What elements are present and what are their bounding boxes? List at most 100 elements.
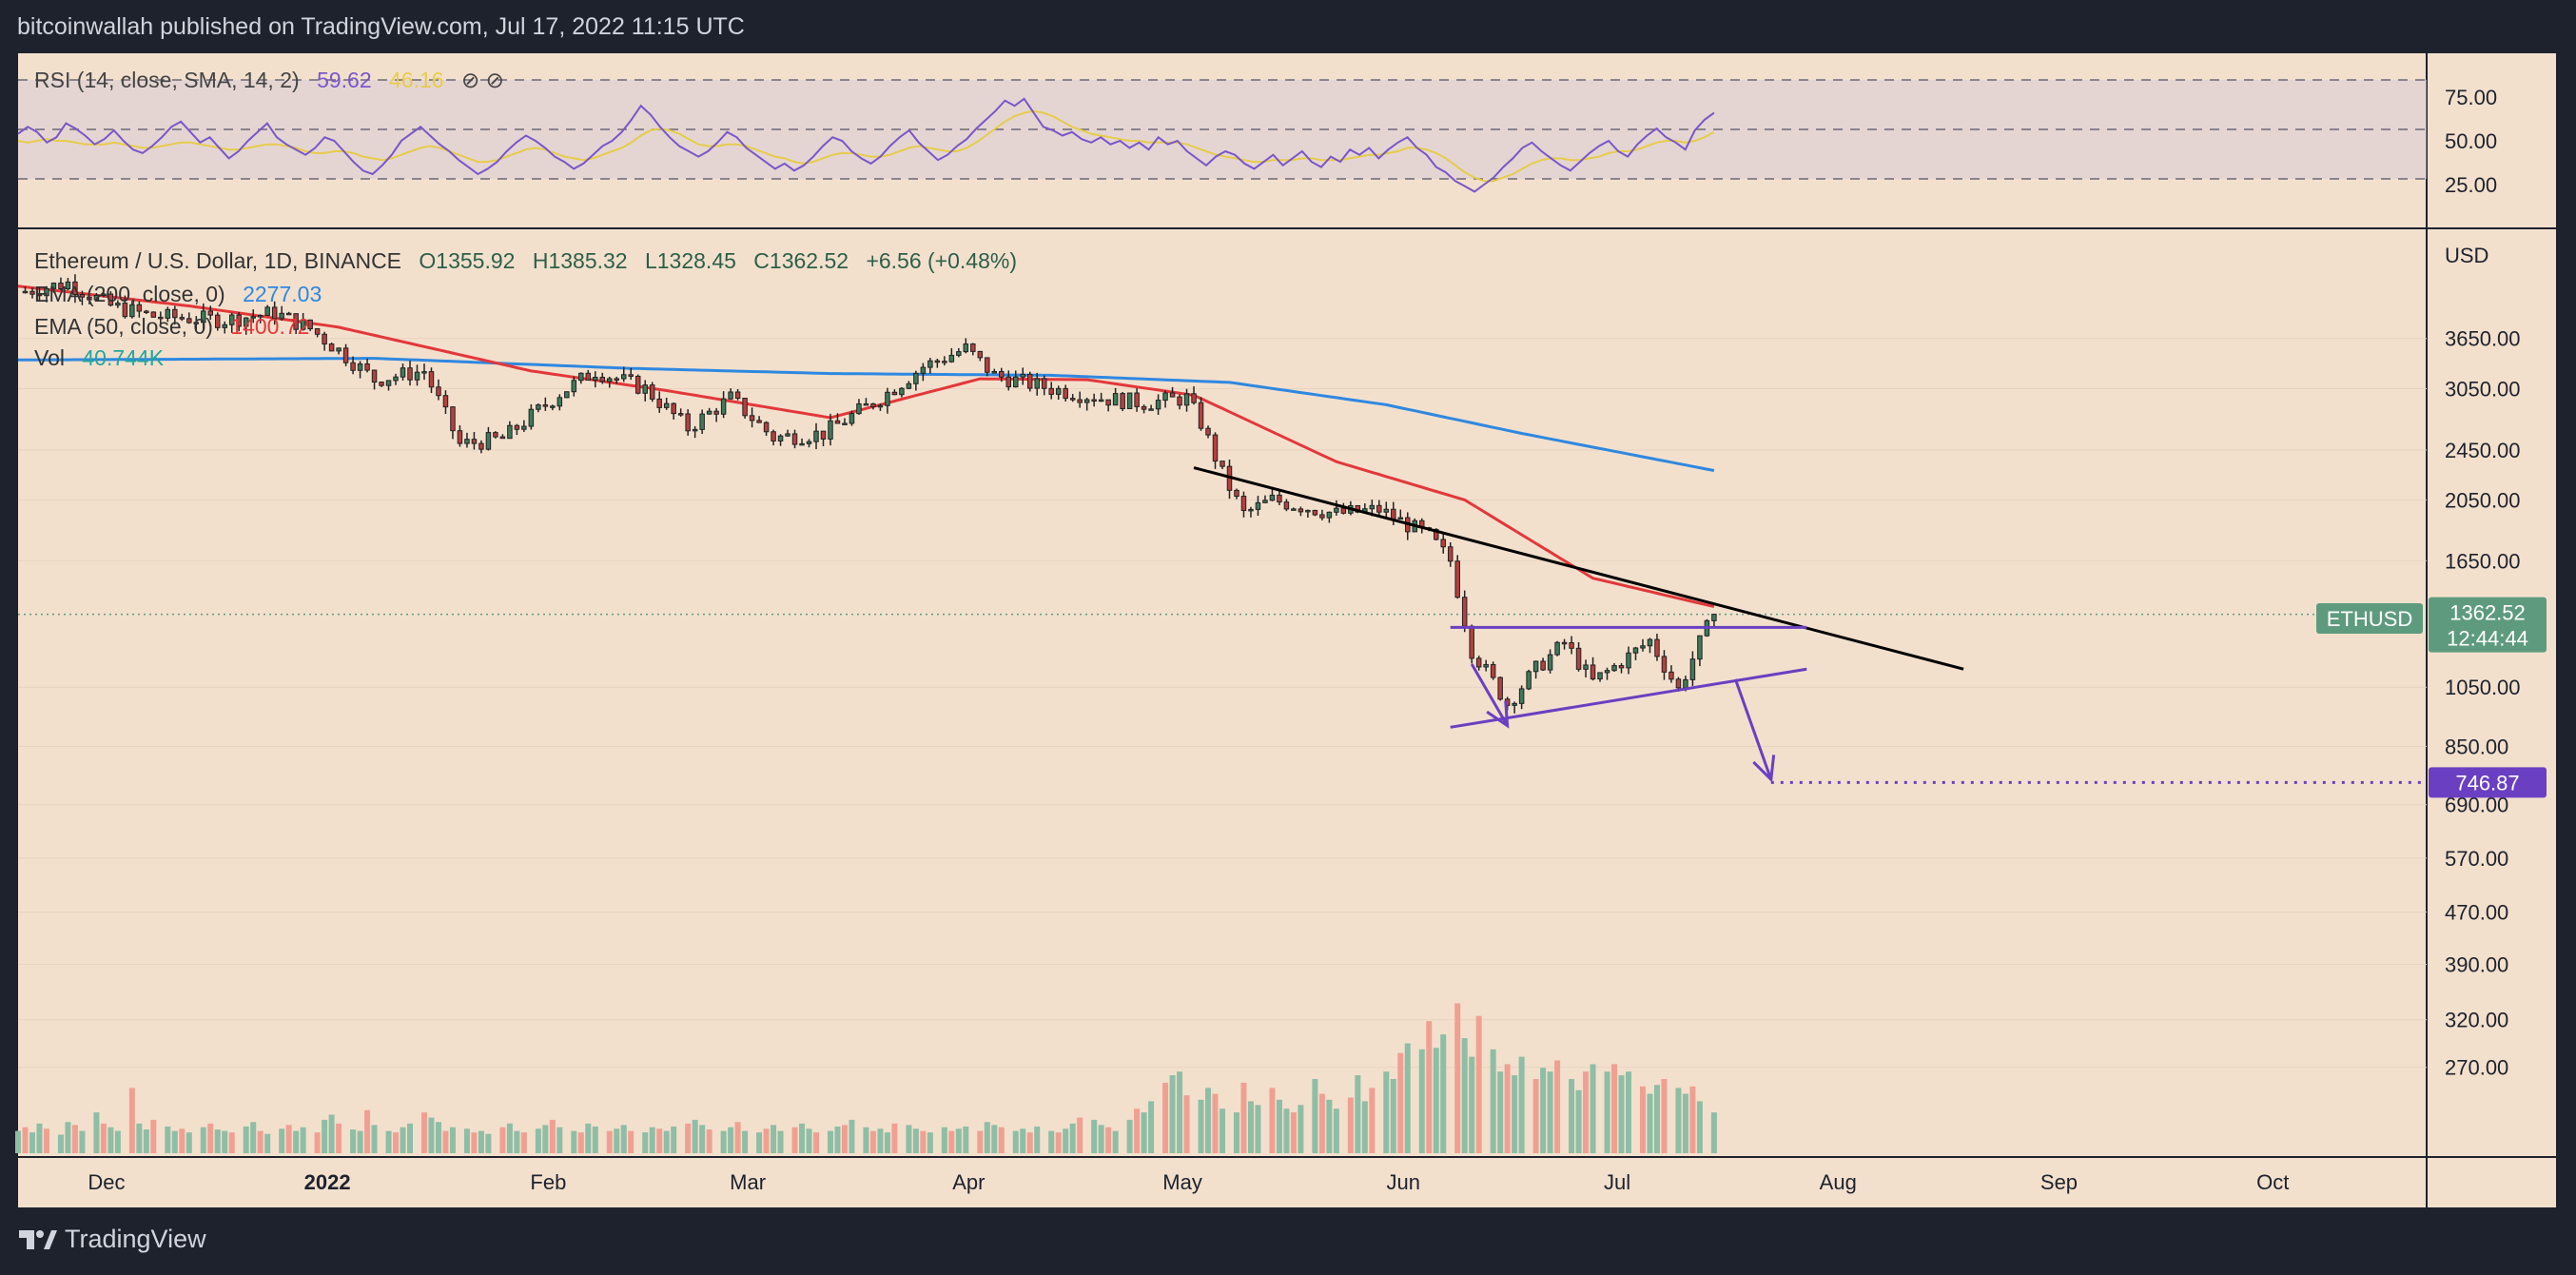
volume-bar (428, 1117, 435, 1153)
candle-body (720, 398, 727, 415)
ohlc-open: O1355.92 (419, 248, 515, 273)
time-tick-label: Sep (2040, 1170, 2078, 1194)
candle-body (828, 420, 833, 440)
drawings[interactable] (1193, 466, 2427, 784)
volume-bar (1639, 1086, 1646, 1153)
time-axis: Dec 2022 Feb Mar Apr May Jun Jul Aug Sep Oct (88, 1170, 2289, 1194)
price-legend: Ethereum / U.S. Dollar, 1D, BINANCE O135… (34, 248, 1017, 370)
candle-body (322, 333, 327, 345)
publisher-bar: bitcoinwallah published on TradingView.c… (0, 0, 2576, 53)
candle-body (1048, 387, 1054, 395)
candle-body (599, 377, 606, 382)
candle-body (620, 374, 627, 380)
candle-body (400, 367, 406, 378)
volume-bar (1355, 1075, 1361, 1153)
svg-text:Vol 40.744K: Vol 40.744K (34, 345, 165, 370)
volume-bar (200, 1127, 206, 1153)
rsi-levels (18, 79, 2427, 180)
candle-body (93, 294, 100, 301)
candle-body (1532, 660, 1539, 673)
candle-body (934, 360, 941, 363)
volume-bar (1590, 1064, 1596, 1153)
volume-bar (1390, 1079, 1396, 1153)
volume-bar (1269, 1088, 1276, 1153)
volume-bar (1276, 1099, 1282, 1153)
volume-bar (22, 1127, 29, 1153)
candle-body (1098, 399, 1104, 402)
price-tags: ETHUSD 1362.52 12:44:44 746.87 (2316, 597, 2547, 798)
svg-text:RSI (14, close, SMA, 14, 2): RSI (14, close, SMA, 14, 2) 59.62 46.16 … (34, 68, 504, 92)
vol-legend-name: Vol (34, 345, 65, 370)
volume-bar (806, 1128, 812, 1153)
volume-bar (571, 1130, 577, 1153)
volume-bar (1675, 1088, 1682, 1153)
countdown-tag: 12:44:44 (2447, 627, 2528, 651)
candle-body (1063, 387, 1068, 400)
volume-bar (1290, 1112, 1297, 1153)
candle-body (1683, 678, 1688, 689)
volume-bar (620, 1125, 627, 1153)
candle-body (1069, 398, 1076, 401)
volume-bar (1604, 1071, 1610, 1153)
volume-bar (1426, 1021, 1433, 1153)
target-price-tag-bg (2429, 767, 2547, 798)
time-tick-label: Apr (952, 1170, 985, 1194)
time-tick-label: Jun (1387, 1170, 1420, 1194)
candle-body (1575, 647, 1582, 670)
volume-bar (891, 1123, 898, 1153)
candle-body (1283, 501, 1290, 510)
price-tick-label: 1050.00 (2445, 676, 2521, 699)
volume-bar (207, 1123, 214, 1153)
volume-bar (1440, 1034, 1447, 1153)
candle-body (507, 424, 513, 440)
volume-bar (400, 1127, 406, 1153)
candle-body (450, 406, 456, 432)
candle-body (44, 287, 49, 297)
volume-bar (1547, 1071, 1553, 1153)
last-price-tag-bg (2429, 597, 2547, 653)
candle-body (1134, 392, 1140, 407)
ohlc-low: L1328.45 (645, 248, 736, 273)
candle-body (1255, 501, 1261, 510)
volume-bar (1177, 1071, 1183, 1153)
candle-body (207, 310, 214, 316)
candle-body (628, 374, 634, 377)
volume-bar (107, 1127, 114, 1153)
candle-body (1212, 434, 1219, 462)
tradingview-logo[interactable]: TradingView (19, 1225, 206, 1254)
candle-body (1469, 625, 1474, 659)
volume-bar (1063, 1128, 1069, 1153)
candle-body (350, 362, 356, 371)
candle-body (65, 281, 71, 290)
time-tick-label: Feb (530, 1170, 566, 1194)
volume-bar (1333, 1108, 1339, 1153)
candle-body (72, 281, 78, 295)
candle-body (1026, 373, 1033, 389)
candle-body (1475, 657, 1482, 668)
candle-body (656, 398, 662, 408)
candle-body (179, 317, 185, 320)
candle-body (1298, 508, 1304, 513)
candle-body (956, 351, 962, 356)
volume-bar (1518, 1056, 1525, 1153)
volume-bar (799, 1123, 806, 1153)
volume-bar (1220, 1108, 1225, 1153)
rsi-legend-icons: ⊘ ⊘ (461, 68, 504, 92)
candle-body (1547, 654, 1553, 671)
candle-body (699, 413, 705, 430)
price-tick-label: 270.00 (2445, 1056, 2508, 1080)
candle-body (1626, 652, 1631, 669)
candle-body (1611, 665, 1617, 672)
volume-bar (520, 1132, 527, 1153)
volume-bar (1554, 1060, 1561, 1153)
price-tick-label: 390.00 (2445, 953, 2508, 977)
ohlc-close: C1362.52 (753, 248, 849, 273)
candle-body (521, 425, 527, 430)
candle-body (756, 420, 762, 423)
candle-body (1590, 664, 1596, 680)
volume-bar (1012, 1130, 1019, 1153)
candle-body (421, 371, 427, 374)
volume-bar (93, 1112, 100, 1153)
chart-area[interactable] (18, 53, 2556, 1207)
